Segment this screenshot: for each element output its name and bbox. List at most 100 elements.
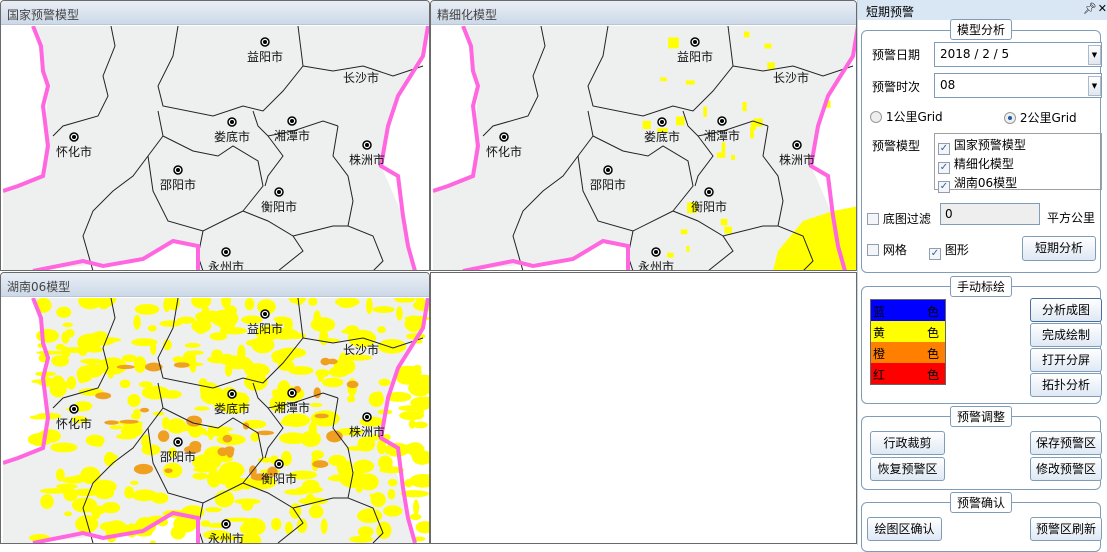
warning-area-yellow (224, 363, 233, 377)
warning-area-yellow (210, 309, 239, 327)
model-item-national[interactable]: ✓ 国家预警模型 (938, 136, 1098, 155)
warning-area-yellow (78, 348, 88, 356)
city-label: 湘潭市 (704, 128, 740, 143)
city-label: 益阳市 (247, 49, 283, 64)
modify-warning-area-button[interactable]: 修改预警区 (1030, 457, 1102, 481)
city-label: 娄底市 (644, 129, 680, 144)
warning-area-yellow (66, 376, 77, 390)
model-item-label: 国家预警模型 (953, 138, 1026, 152)
color-swatch[interactable]: 红色 (871, 363, 945, 384)
warning-area-yellow (685, 80, 695, 85)
warning-area-yellow (51, 355, 70, 367)
short-term-analysis-button[interactable]: 短期分析 (1022, 236, 1096, 261)
warning-area-yellow (357, 436, 376, 452)
date-picker[interactable]: 2018 / 2 / 5 ▼ (934, 42, 1102, 67)
warning-area-yellow (687, 202, 697, 214)
topology-analysis-button[interactable]: 拓扑分析 (1030, 373, 1102, 397)
checkbox-label: 底图过滤 (882, 212, 931, 226)
warning-area-yellow (357, 526, 374, 538)
swatch-label: 色 (926, 368, 939, 382)
warning-area-yellow (296, 518, 308, 533)
city-marker-icon (72, 135, 76, 139)
city-marker-icon (606, 168, 610, 172)
time-value: 08 (940, 78, 956, 92)
group-title: 模型分析 (949, 19, 1013, 40)
panel-title: 精细化模型 (431, 1, 856, 25)
basemap-filter-checkbox[interactable]: 底图过滤 (867, 210, 931, 227)
warning-area-yellow (335, 298, 360, 307)
warning-area-orange (104, 420, 119, 425)
warning-area-yellow (214, 490, 235, 508)
save-warning-area-button[interactable]: 保存预警区 (1030, 431, 1102, 455)
warning-area-yellow (284, 521, 294, 535)
checkbox-checked-icon: ✓ (938, 181, 950, 193)
radio-1km-grid[interactable]: 1公里Grid (870, 108, 943, 125)
swatch-label: 色 (926, 305, 939, 319)
warning-area-yellow (98, 357, 127, 375)
grid-checkbox[interactable]: 网格 (867, 241, 907, 258)
warning-area-yellow (210, 535, 239, 541)
county-boundary (292, 225, 348, 237)
color-swatch[interactable]: 橙色 (871, 342, 945, 363)
swatch-label: 黄 (873, 326, 886, 340)
warning-area-yellow (71, 416, 88, 424)
warning-area-yellow (88, 336, 115, 346)
warning-area-yellow (284, 488, 309, 496)
draw-area-confirm-button[interactable]: 绘图区确认 (867, 517, 942, 541)
time-select[interactable]: 08 ▼ (934, 73, 1102, 98)
warning-area-yellow (269, 395, 287, 412)
warning-area-yellow (131, 489, 158, 502)
warning-area-yellow (372, 306, 395, 314)
warning-area-yellow (101, 502, 121, 514)
county-boundary (302, 65, 424, 77)
analyze-map-button[interactable]: 分析成图 (1030, 298, 1102, 322)
finish-drawing-button[interactable]: 完成绘制 (1030, 323, 1102, 347)
warning-area-orange (222, 434, 233, 443)
province-border (378, 26, 429, 270)
close-icon[interactable]: ✕ (1097, 2, 1107, 15)
color-swatch[interactable]: 蓝色 (871, 300, 945, 321)
dropdown-icon[interactable]: ▼ (1088, 76, 1101, 96)
warning-area-yellow (275, 318, 284, 327)
warning-area-yellow (162, 462, 183, 479)
refresh-warning-area-button[interactable]: 预警区刷新 (1030, 517, 1102, 541)
warning-area-yellow (193, 467, 218, 473)
county-boundary (577, 155, 674, 232)
swatch-label: 色 (926, 347, 939, 361)
city-label: 湘潭市 (274, 400, 310, 415)
warning-area-yellow (336, 427, 364, 436)
model-item-hunan06[interactable]: ✓ 湖南06模型 (938, 174, 1098, 193)
shape-checkbox[interactable]: ✓ 图形 (929, 241, 969, 260)
dropdown-icon[interactable]: ▼ (1088, 45, 1101, 65)
warning-area-yellow (172, 356, 185, 363)
pin-icon[interactable]: 📌︎ (1083, 2, 1097, 15)
warning-area-yellow (379, 466, 405, 474)
county-boundary (722, 225, 778, 237)
warning-area-yellow (85, 346, 104, 353)
city-marker-icon (290, 119, 294, 123)
warning-area-yellow (272, 350, 298, 360)
warning-area-yellow (396, 306, 403, 321)
city-marker-icon (365, 143, 369, 147)
admin-clip-button[interactable]: 行政裁剪 (870, 431, 945, 455)
warning-area-yellow (241, 315, 263, 325)
city-marker-icon (176, 168, 180, 172)
city-label: 株洲市 (349, 152, 385, 167)
warning-area-yellow (300, 430, 321, 447)
warning-area-yellow (149, 540, 157, 543)
restore-warning-area-button[interactable]: 恢复预警区 (870, 457, 945, 481)
open-split-screen-button[interactable]: 打开分屏 (1030, 348, 1102, 372)
city-marker-icon (365, 415, 369, 419)
filter-area-input[interactable]: 0 (940, 203, 1040, 225)
warning-area-yellow (105, 454, 119, 460)
warning-area-orange (250, 473, 269, 481)
warning-area-yellow (742, 101, 747, 112)
color-swatch[interactable]: 黄色 (871, 321, 945, 342)
radio-2km-grid[interactable]: 2公里Grid (1004, 109, 1077, 126)
warning-area-yellow (55, 468, 65, 482)
warning-area-yellow (91, 507, 101, 520)
model-item-refined[interactable]: ✓ 精细化模型 (938, 155, 1098, 174)
